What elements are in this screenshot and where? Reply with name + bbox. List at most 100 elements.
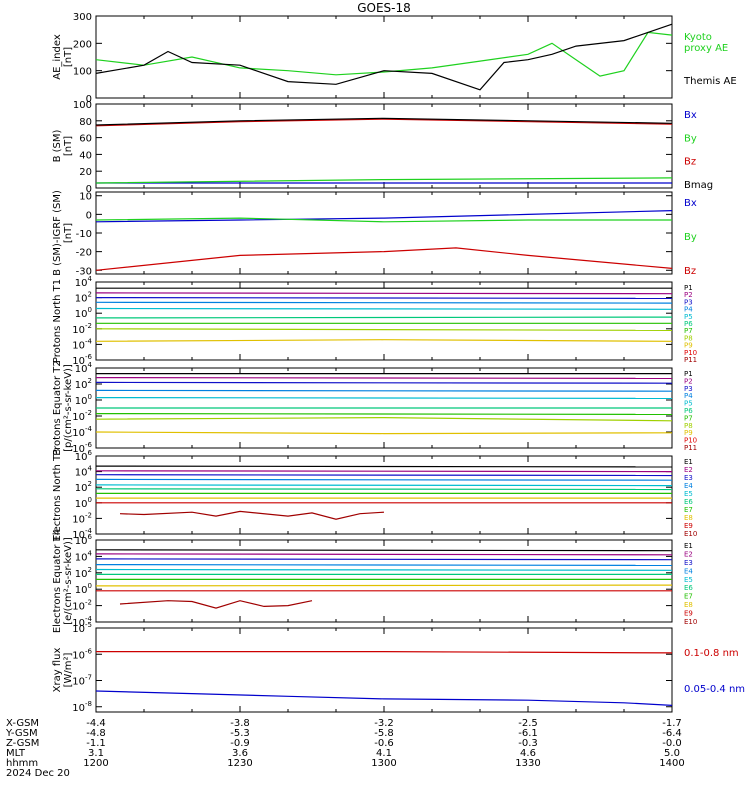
x-row-value: 1400	[659, 758, 684, 769]
series-label: E10	[684, 530, 697, 538]
series-label: Bz	[684, 157, 696, 168]
y-tick-label: 10-7	[72, 674, 92, 688]
x-row-label: X-GSM	[6, 718, 39, 729]
x-row-value: 4.1	[376, 748, 392, 759]
x-row-value: -4.8	[86, 728, 106, 739]
y-tick-label: 104	[75, 275, 93, 289]
series-p8	[95, 328, 673, 331]
series-by	[95, 177, 673, 184]
y-tick-label: 106	[75, 533, 93, 547]
series-e2	[95, 470, 673, 473]
series-label: E2	[684, 550, 693, 558]
y-axis-title-line1: Protons North T1	[52, 279, 63, 363]
series-by	[95, 217, 672, 223]
y-axis-title-line2: [p/(cm²-s-sr-keV)]	[63, 364, 74, 452]
series-label: P2	[684, 291, 693, 299]
y-axis-title-line1: B (SM)-IGRF (SM)	[52, 190, 63, 276]
series-label: E4	[684, 482, 693, 490]
x-row-value: 4.6	[520, 748, 536, 759]
y-tick-label: 0	[86, 184, 92, 195]
y-tick-label: -10	[76, 229, 92, 240]
series-label: E5	[684, 490, 693, 498]
series-0-05-0-4-nm	[95, 690, 673, 706]
series-label: P6	[684, 407, 693, 415]
series-label: proxy AE	[684, 43, 728, 54]
series-bz	[95, 247, 673, 271]
series-label: P2	[684, 377, 693, 385]
y-tick-label: 100	[75, 582, 92, 596]
series-label: Bmag	[684, 180, 713, 191]
series-label: Bx	[684, 110, 697, 121]
series-label: E10	[684, 618, 697, 626]
x-row-value: -0.0	[662, 738, 682, 749]
y-tick-label: 102	[75, 566, 92, 580]
panel-frame	[95, 103, 673, 189]
y-tick-label: 10-4	[72, 337, 92, 351]
x-row-value: -1.7	[662, 718, 682, 729]
series-e10	[119, 600, 313, 609]
series-p4	[95, 301, 673, 304]
series-label: E1	[684, 542, 693, 550]
y-tick-label: 10-5	[72, 621, 92, 635]
x-row-value: 1230	[227, 758, 252, 769]
series-label: Kyoto	[684, 32, 712, 43]
y-tick-label: 102	[75, 377, 92, 391]
series-themis-ae	[95, 23, 673, 91]
y-axis-title-line1: Electrons North T3	[52, 448, 63, 541]
series-label: By	[684, 133, 697, 144]
y-tick-label: 10-2	[72, 409, 92, 423]
series-label: Bz	[684, 266, 696, 277]
panel-xray: 10-8 10-7 10-6 10-5 Xray flux [W/m²] 0.1-0.8 n…	[52, 621, 745, 714]
y-tick-label: 300	[73, 12, 92, 23]
y-axis-title: Xray flux [W/m²]	[52, 648, 74, 693]
series-e8	[95, 584, 673, 587]
series-label: E3	[684, 559, 693, 567]
series-label: P3	[684, 298, 693, 306]
y-axis-title-line1: Protons Equator T2	[52, 360, 63, 456]
series-label: P3	[684, 385, 693, 393]
series-label: P10	[684, 437, 697, 445]
y-tick-label: 104	[75, 361, 93, 375]
series-e10	[119, 510, 385, 520]
series-e4	[95, 563, 673, 567]
series-label: E5	[684, 576, 693, 584]
x-row-value: -3.8	[230, 718, 250, 729]
y-axis-title-line1: AE_index	[52, 34, 63, 80]
series-label: E8	[684, 514, 693, 522]
y-axis-title-line1: B (SM)	[52, 129, 63, 162]
series-p7	[95, 413, 673, 415]
x-row-value: 3.1	[88, 748, 104, 759]
y-tick-label: 100	[73, 100, 92, 111]
y-tick-label: -30	[76, 266, 92, 277]
series-e2	[95, 553, 673, 556]
panel-frame	[95, 539, 673, 623]
y-tick-label: 100	[73, 67, 92, 78]
y-axis-title-line2: [nT]	[63, 47, 74, 67]
y-tick-label: 100	[75, 496, 92, 510]
series-label: P9	[684, 429, 693, 437]
panel-bdiff: -30 -20 -10 0 10 B (SM)-IGRF (SM) [nT] Bx By Bz	[52, 190, 697, 277]
y-tick-label: 104	[75, 465, 93, 479]
series-label: 0.05-0.4 nm	[684, 684, 745, 695]
series-label: E8	[684, 601, 693, 609]
series-label: E4	[684, 567, 693, 575]
x-row-value: -3.2	[374, 718, 394, 729]
x-row-value: 1200	[83, 758, 108, 769]
y-axis-title-line1: Xray flux	[52, 648, 63, 693]
y-axis-title-line2: [nT]	[63, 136, 74, 156]
series-p4	[95, 389, 673, 392]
x-row-value: -0.9	[230, 738, 250, 749]
series-p3	[95, 297, 673, 299]
y-tick-label: 10-2	[72, 599, 92, 613]
series-label: By	[684, 232, 697, 243]
y-tick-label: 10-4	[72, 425, 92, 439]
series-p6	[95, 316, 673, 319]
series-label: Themis AE	[683, 76, 737, 87]
series-label: P6	[684, 320, 693, 328]
